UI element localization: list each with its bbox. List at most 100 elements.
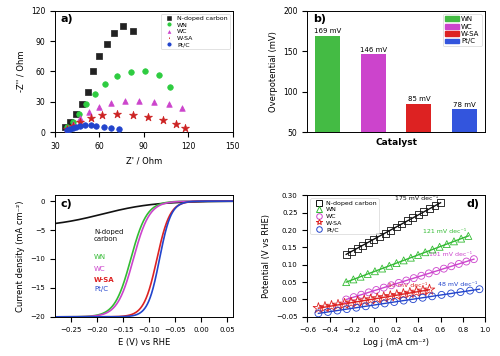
Point: [380, 300, 388, 306]
Pt/C: [80, 122, 88, 128]
Text: N-doped
carbon: N-doped carbon: [94, 229, 124, 242]
WC: [69, 121, 77, 127]
N-doped carbon: [63, 220, 69, 224]
Point: [386, 263, 394, 269]
Y-axis label: Potential (V vs RHE): Potential (V vs RHE): [262, 214, 270, 298]
Point: [372, 302, 380, 308]
Pt/C: [165, 220, 171, 225]
W-SA: [63, 315, 69, 319]
Point: [354, 245, 362, 251]
Pt/C: [63, 127, 71, 133]
Text: WC: WC: [94, 266, 106, 272]
WN: [74, 111, 82, 117]
Point: [455, 261, 463, 267]
Point: [364, 239, 372, 245]
Point: [428, 247, 436, 252]
WN: [63, 315, 69, 319]
Point: [464, 233, 472, 239]
Point: [371, 268, 379, 274]
W-SA: [205, 199, 211, 203]
Point: [386, 227, 394, 233]
Point: [392, 224, 400, 230]
WN: [160, 201, 166, 205]
Point: [314, 305, 322, 311]
Point: [366, 297, 374, 302]
Point: [428, 293, 436, 299]
Point: [425, 271, 433, 276]
Point: [370, 236, 378, 242]
WC: [136, 98, 143, 104]
Point: [476, 286, 484, 292]
W-SA: [98, 112, 106, 118]
W-SA: [86, 115, 94, 121]
N-doped carbon: [66, 119, 74, 125]
Pt/C: [63, 315, 69, 319]
Text: WN: WN: [94, 254, 106, 260]
W-SA: [165, 216, 171, 221]
Line: WC: WC: [55, 201, 233, 317]
Point: [314, 310, 322, 316]
Point: [414, 252, 422, 258]
Line: WN: WN: [55, 201, 233, 317]
Legend: N-doped carbon, WN, WC, W-SA, Pt/C: N-doped carbon, WN, WC, W-SA, Pt/C: [161, 14, 230, 49]
N-doped carbon: [130, 28, 138, 34]
Point: [400, 298, 407, 303]
Text: 146 mV: 146 mV: [360, 47, 387, 53]
Point: [402, 278, 410, 283]
Point: [426, 287, 434, 293]
Point: [388, 282, 396, 288]
Text: 175 mV dec⁻¹: 175 mV dec⁻¹: [395, 196, 438, 201]
Point: [393, 292, 401, 298]
WC: [63, 315, 69, 319]
Pt/C: [187, 200, 193, 204]
W-SA: [52, 315, 58, 319]
W-SA: [160, 232, 166, 236]
W-SA: [144, 114, 152, 120]
Point: [376, 233, 384, 239]
WN: [187, 199, 193, 203]
Pt/C: [160, 241, 166, 245]
WN: [91, 91, 99, 96]
Legend: N-doped carbon, WN, WC, W-SA, Pt/C: N-doped carbon, WN, WC, W-SA, Pt/C: [310, 199, 378, 234]
N-doped carbon: [103, 41, 111, 47]
X-axis label: Z' / Ohm: Z' / Ohm: [126, 156, 162, 166]
Point: [378, 266, 386, 271]
Pt/C: [205, 199, 211, 203]
Text: 78 mV: 78 mV: [453, 102, 476, 108]
Point: [381, 230, 389, 236]
W-SA: [172, 121, 180, 127]
Pt/C: [66, 126, 74, 132]
WC: [96, 104, 104, 110]
Bar: [361, 54, 386, 132]
W-SA: [230, 199, 235, 203]
Point: [447, 290, 455, 296]
Point: [426, 206, 434, 212]
WC: [120, 98, 128, 104]
W-SA: [182, 125, 190, 131]
W-SA: [155, 251, 161, 256]
Point: [421, 250, 429, 255]
Point: [432, 268, 440, 274]
N-doped carbon: [160, 201, 166, 205]
Point: [356, 274, 364, 279]
WC: [76, 115, 84, 121]
Point: [324, 309, 332, 315]
Point: [360, 298, 368, 303]
Y-axis label: Overpotential (mV): Overpotential (mV): [268, 31, 278, 112]
WC: [187, 199, 193, 203]
Point: [398, 221, 406, 227]
Point: [466, 288, 474, 293]
WC: [178, 105, 186, 111]
N-doped carbon: [119, 23, 127, 29]
Line: N-doped carbon: N-doped carbon: [55, 201, 233, 224]
WC: [160, 202, 166, 206]
Point: [443, 241, 451, 247]
WC: [165, 200, 171, 205]
Bar: [316, 36, 340, 132]
WN: [165, 200, 171, 204]
Point: [395, 280, 403, 286]
Pt/C: [114, 126, 122, 132]
Bar: [406, 104, 432, 132]
Point: [419, 288, 427, 294]
WN: [126, 69, 134, 75]
